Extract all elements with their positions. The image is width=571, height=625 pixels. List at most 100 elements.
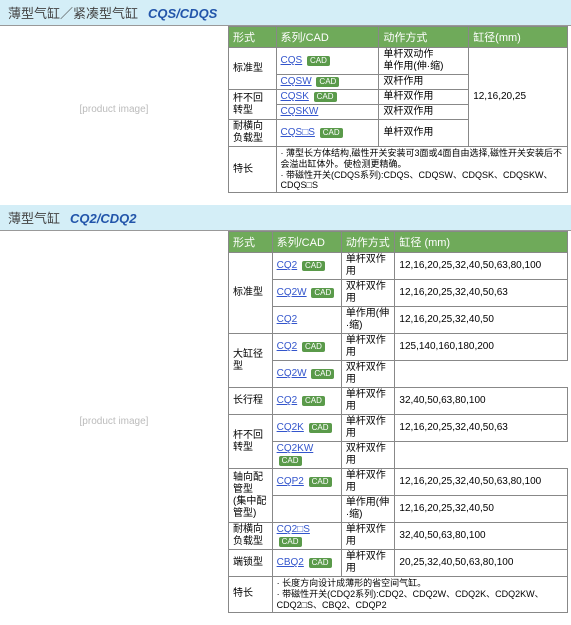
series-cell: CQS CAD — [276, 48, 379, 75]
action-cell: 双杆双作用 — [379, 105, 469, 120]
form-cell: 标准型 — [229, 253, 273, 334]
series-link[interactable]: CBQ2 — [277, 557, 304, 568]
bore-cell: 20,25,32,40,50,63,80,100 — [395, 550, 568, 577]
bore-cell: 12,16,20,25,32,40,50,63,80,100 — [395, 253, 568, 280]
form-cell: 杆不回转型 — [229, 415, 273, 469]
series-cell: CQ2W CAD — [272, 361, 341, 388]
product-image: [product image] — [0, 26, 228, 193]
note-label: 特长 — [229, 577, 273, 612]
action-cell: 单杆双作用 — [341, 388, 395, 415]
cad-badge[interactable]: CAD — [314, 92, 337, 102]
series-cell: CQ2 CAD — [272, 334, 341, 361]
table-header: 动作方式 — [341, 232, 395, 253]
section-title-bar: 薄型气缸 CQ2/CDQ2 — [0, 205, 571, 231]
series-link[interactable]: CQ2 — [277, 314, 298, 325]
action-cell: 双杆作用 — [379, 75, 469, 90]
series-cell: CQ2□S CAD — [272, 523, 341, 550]
series-cell: CQP2 CAD — [272, 469, 341, 496]
title-series: CQ2/CDQ2 — [70, 211, 136, 226]
series-link[interactable]: CQSW — [281, 76, 312, 87]
bore-cell: 12,16,20,25,32,40,50,63,80,100 — [395, 469, 568, 496]
product-image: [product image] — [0, 231, 228, 612]
action-cell: 单杆双作用 — [341, 523, 395, 550]
table-row: 长行程CQ2 CAD单杆双作用32,40,50,63,80,100 — [229, 388, 568, 415]
series-link[interactable]: CQ2KW — [277, 443, 314, 454]
series-cell: CQS□S CAD — [276, 120, 379, 147]
table-row: 端锁型CBQ2 CAD单杆双作用20,25,32,40,50,63,80,100 — [229, 550, 568, 577]
series-link[interactable]: CQ2W — [277, 287, 307, 298]
series-cell: CQ2 — [272, 307, 341, 334]
series-link[interactable]: CQ2 — [277, 341, 298, 352]
series-link[interactable]: CQS — [281, 55, 303, 66]
bore-cell: 12,16,20,25,32,40,50,63 — [395, 280, 568, 307]
bore-cell: 125,140,160,180,200 — [395, 334, 568, 361]
table-header: 动作方式 — [379, 27, 469, 48]
series-link[interactable]: CQ2 — [277, 395, 298, 406]
bore-cell: 32,40,50,63,80,100 — [395, 523, 568, 550]
table-row: 单作用(伸·缩)12,16,20,25,32,40,50 — [229, 496, 568, 523]
title-cn: 薄型气缸 — [8, 211, 60, 226]
table-header: 形式 — [229, 27, 277, 48]
table-header: 系列/CAD — [272, 232, 341, 253]
series-cell: CQ2KW CAD — [272, 442, 341, 469]
bore-cell: 12,16,20,25,32,40,50 — [395, 496, 568, 523]
note-cell: · 薄型长方体结构,磁性开关安装可3面或4面自由选择,磁性开关安装后不会溢出缸体… — [276, 147, 567, 193]
cad-badge[interactable]: CAD — [302, 261, 325, 271]
series-cell: CQ2K CAD — [272, 415, 341, 442]
form-cell: 耐横向负载型 — [229, 523, 273, 550]
series-link[interactable]: CQSKW — [281, 106, 319, 117]
table-row: 轴向配管型(集中配管型)CQP2 CAD单杆双作用12,16,20,25,32,… — [229, 469, 568, 496]
action-cell: 双杆双作用 — [341, 361, 395, 388]
table-header: 形式 — [229, 232, 273, 253]
table-row: 标准型CQS CAD单杆双动作单作用(伸·缩)12,16,20,25 — [229, 48, 568, 75]
form-cell: 轴向配管型(集中配管型) — [229, 469, 273, 523]
series-cell: CQSKW — [276, 105, 379, 120]
cad-badge[interactable]: CAD — [279, 537, 302, 547]
form-cell: 杆不回转型 — [229, 90, 277, 120]
series-link[interactable]: CQ2W — [277, 368, 307, 379]
action-cell: 单杆双作用 — [341, 469, 395, 496]
series-link[interactable]: CQSK — [281, 91, 309, 102]
action-cell: 单杆双作用 — [379, 90, 469, 105]
series-cell: CQ2W CAD — [272, 280, 341, 307]
note-label: 特长 — [229, 147, 277, 193]
series-cell: CQSW CAD — [276, 75, 379, 90]
cad-badge[interactable]: CAD — [307, 56, 330, 66]
cad-badge[interactable]: CAD — [311, 369, 334, 379]
cad-badge[interactable]: CAD — [309, 477, 332, 487]
table-row: CQ2KW CAD双杆双作用 — [229, 442, 568, 469]
form-cell: 大缸径型 — [229, 334, 273, 388]
series-link[interactable]: CQ2K — [277, 422, 304, 433]
cad-badge[interactable]: CAD — [320, 128, 343, 138]
series-link[interactable]: CQS□S — [281, 127, 315, 138]
cad-badge[interactable]: CAD — [309, 558, 332, 568]
action-cell: 单作用(伸·缩) — [341, 307, 395, 334]
table-row: CQ2W CAD双杆双作用 — [229, 361, 568, 388]
cad-badge[interactable]: CAD — [279, 456, 302, 466]
table-header: 缸径 (mm) — [395, 232, 568, 253]
series-link[interactable]: CQ2□S — [277, 524, 310, 535]
product-section: 薄型气缸 CQ2/CDQ2 [product image]形式系列/CAD动作方式缸… — [0, 205, 571, 612]
form-cell: 耐横向负载型 — [229, 120, 277, 147]
note-cell: · 长度方向设计成薄形的省空间气缸。· 带磁性开关(CDQ2系列):CDQ2、C… — [272, 577, 567, 612]
bore-cell: 12,16,20,25,32,40,50,63 — [395, 415, 568, 442]
cad-badge[interactable]: CAD — [302, 342, 325, 352]
title-series: CQS/CDQS — [148, 6, 217, 21]
series-link[interactable]: CQP2 — [277, 476, 304, 487]
table-row: 大缸径型CQ2 CAD单杆双作用125,140,160,180,200 — [229, 334, 568, 361]
table-row: 标准型CQ2 CAD单杆双作用12,16,20,25,32,40,50,63,8… — [229, 253, 568, 280]
bore-cell: 12,16,20,25,32,40,50 — [395, 307, 568, 334]
cad-badge[interactable]: CAD — [316, 77, 339, 87]
cad-badge[interactable]: CAD — [309, 423, 332, 433]
form-cell: 端锁型 — [229, 550, 273, 577]
product-section: 薄型气缸／紧凑型气缸CQS/CDQS[product image]形式系列/CA… — [0, 0, 571, 193]
action-cell: 双杆双作用 — [341, 442, 395, 469]
table-header: 缸径(mm) — [469, 27, 568, 48]
action-cell: 双杆双作用 — [341, 280, 395, 307]
table-row: 杆不回转型CQ2K CAD单杆双作用12,16,20,25,32,40,50,6… — [229, 415, 568, 442]
series-cell: CQ2 CAD — [272, 388, 341, 415]
series-link[interactable]: CQ2 — [277, 260, 298, 271]
series-cell: CQ2 CAD — [272, 253, 341, 280]
cad-badge[interactable]: CAD — [311, 288, 334, 298]
cad-badge[interactable]: CAD — [302, 396, 325, 406]
